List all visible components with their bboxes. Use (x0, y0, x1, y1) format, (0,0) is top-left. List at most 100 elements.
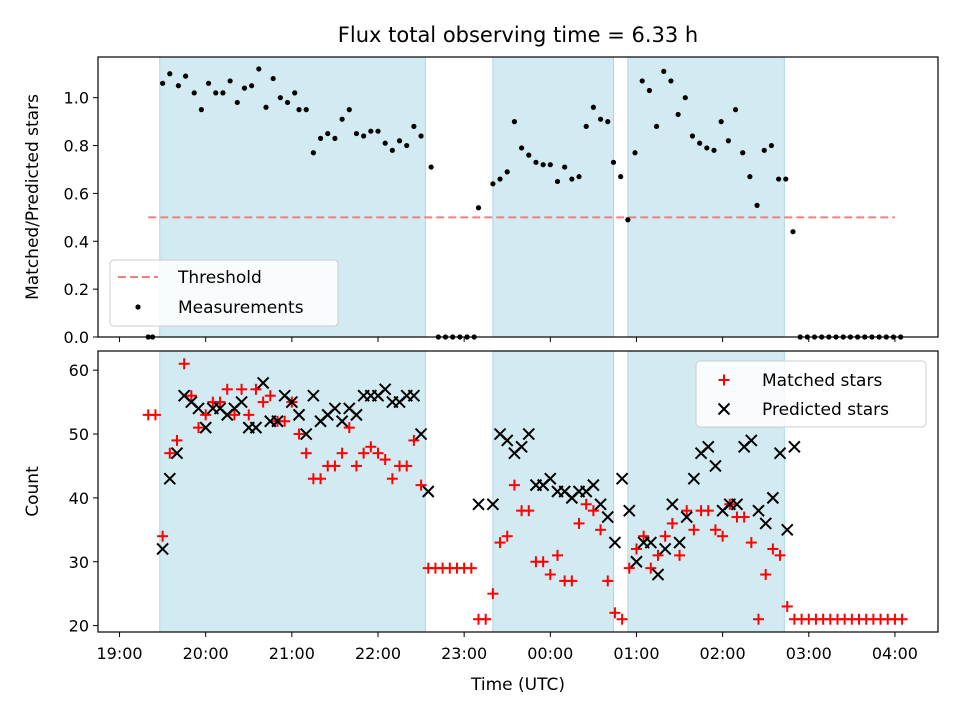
matched-point (688, 524, 700, 536)
matched-point (193, 422, 205, 434)
matched-point (674, 549, 686, 561)
measurement-point (353, 130, 360, 137)
predicted-point (170, 446, 184, 460)
predicted-point (781, 523, 794, 537)
measurement-point (718, 119, 724, 125)
legend: Matched stars Predicted stars (695, 360, 927, 428)
measurement-point (346, 107, 352, 113)
y-tick-label: 0.8 (64, 137, 89, 156)
matched-point (595, 524, 607, 536)
measurement-point (533, 159, 539, 165)
predicted-point (486, 498, 500, 511)
matched-point (537, 556, 549, 568)
predicted-point (522, 427, 535, 441)
predicted-point (730, 498, 744, 511)
measurement-point (175, 83, 182, 89)
measurement-point (396, 138, 403, 144)
x-tick-label: 01:00 (613, 644, 659, 663)
predicted-point (666, 498, 679, 511)
y-tick-label: 0.2 (64, 280, 89, 299)
measurement-point (332, 135, 338, 141)
predicted-point (472, 498, 485, 511)
measurement-point (418, 133, 424, 139)
measurement-point (697, 140, 703, 146)
measurement-point (689, 133, 696, 139)
measurement-point (668, 78, 674, 84)
measurement-point (761, 147, 767, 153)
axes-frame (97, 350, 939, 633)
matched-point (523, 505, 535, 517)
measurement-point (490, 181, 496, 187)
x-axis-label: Time (UTC) (470, 675, 565, 695)
matched-point (760, 569, 772, 581)
predicted-point (709, 459, 722, 473)
matched-point (573, 517, 585, 529)
measurement-point (518, 145, 525, 151)
matched-point (508, 479, 520, 491)
predicted-point (658, 542, 672, 556)
measurement-point (740, 150, 746, 156)
matched-point (386, 473, 398, 485)
measurement-point (653, 123, 660, 130)
predicted-point (422, 485, 435, 498)
y-tick-label: 60 (69, 361, 89, 380)
measurement-point (292, 90, 298, 96)
measurement-point (583, 123, 589, 130)
predicted-point (285, 395, 299, 409)
measurement-point (540, 162, 546, 168)
measurement-point (411, 123, 417, 130)
predicted-point (249, 421, 263, 434)
legend-measurement-swatch (135, 304, 141, 310)
measurement-point (576, 174, 582, 180)
measurement-point (675, 111, 681, 118)
predicted-point (673, 536, 686, 549)
legend-threshold-label: Threshold (177, 268, 262, 288)
y-tick-label: 30 (69, 553, 89, 572)
measurement-point (428, 164, 434, 170)
x-axis: 19:00 20:00 21:00 22:00 23:00 00:00 01:00 02:00… (96, 632, 918, 663)
predicted-point (163, 472, 177, 485)
measurement-point (160, 80, 166, 86)
matched-point (587, 505, 599, 517)
measurement-point (569, 176, 575, 182)
matched-point (616, 613, 628, 625)
matched-point (149, 409, 161, 421)
predicted-point (773, 446, 787, 460)
matched-point (164, 447, 176, 459)
measurement-point (562, 164, 568, 170)
matched-point (487, 588, 499, 600)
predicted-point (759, 517, 772, 530)
predicted-point (156, 542, 169, 556)
matched-point (243, 409, 255, 421)
measurement-point (339, 116, 345, 122)
matched-point (638, 530, 650, 542)
axes-frame (97, 56, 939, 338)
matched-point (753, 613, 765, 625)
predicted-point (271, 415, 284, 428)
matched-point (257, 396, 269, 408)
y-tick-label: 50 (69, 425, 89, 444)
measurement-point (277, 95, 283, 101)
measurement-point (625, 217, 631, 223)
x-tick-label: 23:00 (441, 644, 487, 663)
series-predicted-stars (156, 376, 801, 581)
matched-point (645, 562, 657, 574)
matched-point (745, 537, 757, 549)
measurement-point (256, 66, 262, 72)
matched-point (480, 613, 492, 625)
measurement-point (198, 107, 204, 113)
observing-window (492, 350, 614, 633)
legend-predicted-label: Predicted stars (762, 400, 889, 420)
measurement-point (768, 142, 775, 149)
matched-point (214, 396, 226, 408)
matched-point (379, 454, 391, 466)
predicted-point (515, 440, 528, 454)
measurement-point (475, 205, 482, 211)
measurement-point (220, 90, 226, 96)
legend-box (695, 360, 927, 428)
predicted-point (307, 389, 320, 402)
matched-point (652, 549, 664, 561)
predicted-point (594, 498, 607, 511)
measurement-point (241, 85, 248, 91)
measurement-point (646, 87, 652, 94)
